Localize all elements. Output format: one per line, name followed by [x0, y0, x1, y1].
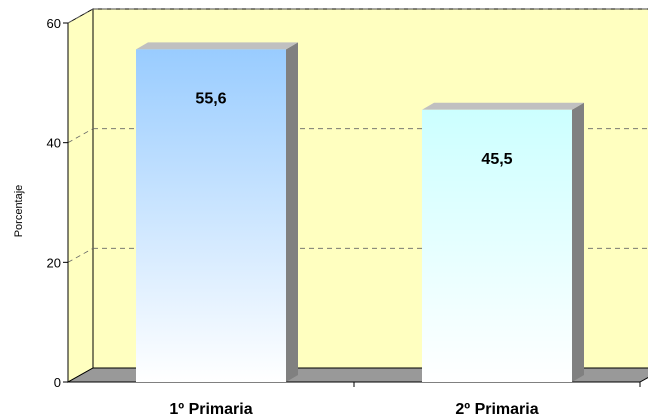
y-tick-label: 20: [47, 255, 61, 270]
y-axis-title: Porcentaje: [13, 185, 25, 238]
x-tick-label: 2º Primaria: [455, 401, 538, 418]
bar-side: [286, 42, 298, 383]
gridline-side: [67, 247, 94, 263]
gridline-side: [67, 128, 94, 144]
labels: 0 20 40 60 55,6 1º Primaria 45,5 2º Primaria: [47, 16, 539, 418]
gridlines: [67, 8, 648, 263]
x-tick-label: 1º Primaria: [169, 401, 252, 418]
y-tick-label: 60: [47, 16, 61, 31]
data-label: 55,6: [195, 90, 226, 107]
y-tick-label: 0: [54, 375, 61, 390]
bar: [136, 49, 286, 383]
bar-side: [572, 102, 584, 382]
bar-top: [136, 42, 298, 50]
gridline-side: [67, 8, 94, 24]
bars: [136, 42, 584, 383]
bar-top: [422, 102, 584, 110]
y-tick-label: 40: [47, 136, 61, 151]
bar: [422, 109, 572, 382]
plot-side-wall: [67, 8, 94, 383]
data-label: 45,5: [481, 151, 512, 168]
